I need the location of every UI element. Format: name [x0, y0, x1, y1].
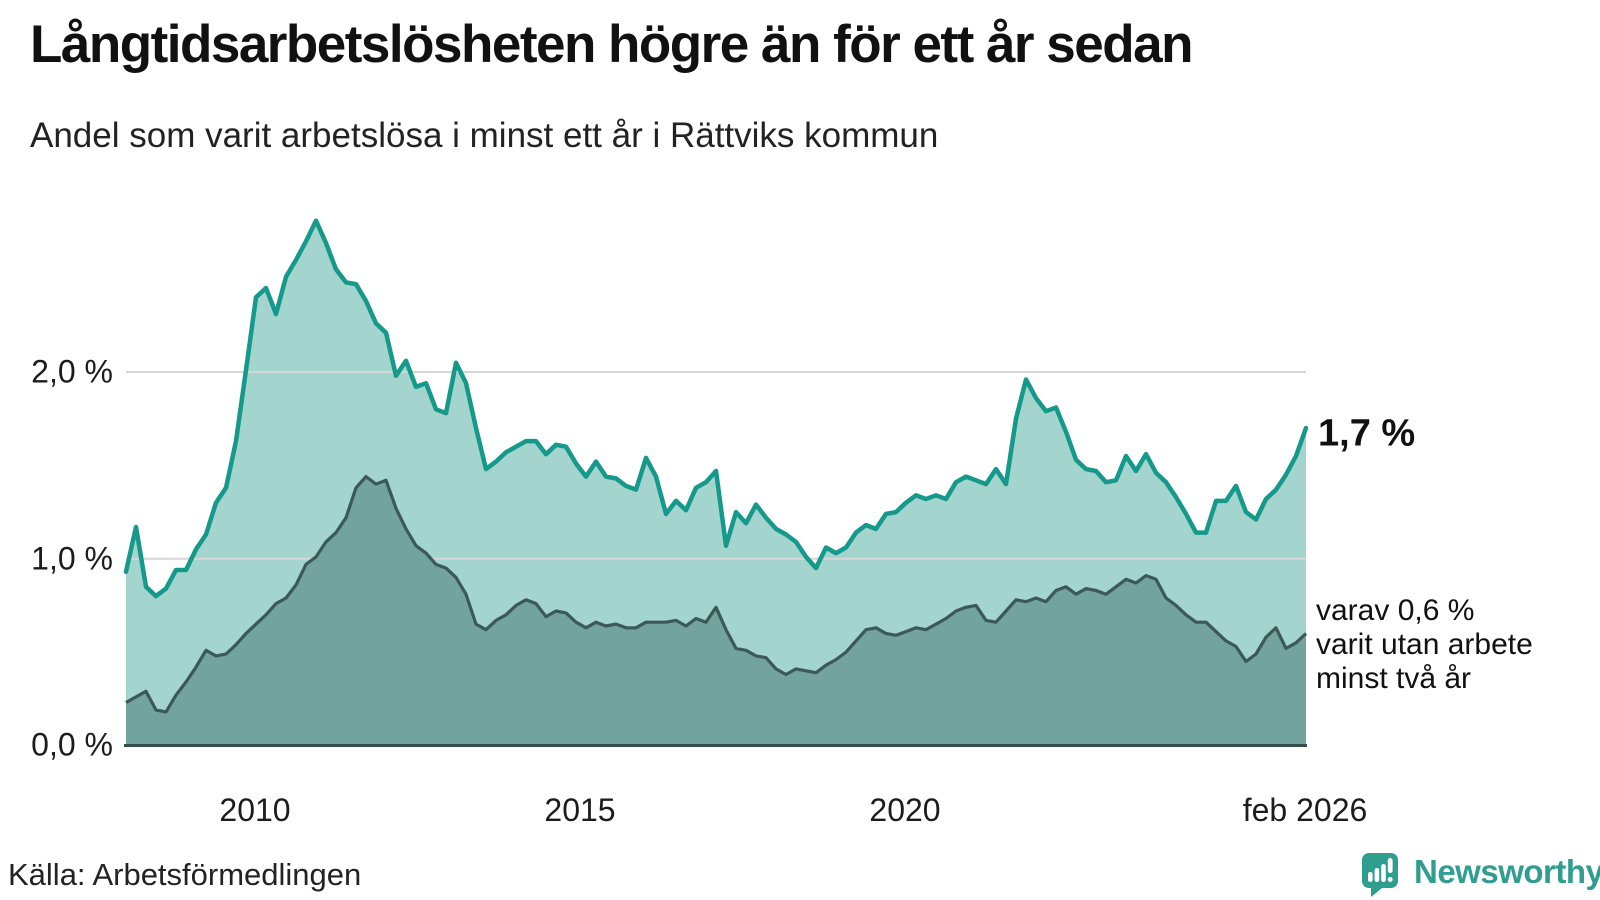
page-subtitle: Andel som varit arbetslösa i minst ett å…: [30, 116, 939, 155]
x-tick-label-2010: 2010: [219, 792, 291, 828]
two-year-annotation-line1: varav 0,6 %: [1316, 594, 1475, 627]
two-year-annotation: varav 0,6 % varit utan arbete minst två …: [1316, 594, 1533, 696]
newsworthy-wordmark: Newsworthy: [1414, 853, 1600, 890]
x-tick-label-2020: 2020: [869, 792, 941, 828]
y-tick-label-2: 2,0 %: [31, 353, 113, 390]
lower-series-line: [125, 475, 1308, 714]
x-tick-label-feb2026: feb 2026: [1242, 792, 1368, 828]
upper-series-line: [123, 218, 1309, 599]
x-tick-label-2015: 2015: [544, 792, 616, 828]
y-tick-label-1: 1,0 %: [31, 540, 113, 577]
two-year-annotation-line3: minst två år: [1316, 662, 1472, 695]
newsworthy-speech-bubble-icon: [1362, 853, 1398, 897]
latest-value-label: 1,7 %: [1318, 412, 1416, 455]
source-note: Källa: Arbetsförmedlingen: [8, 857, 362, 892]
y-tick-label-0: 0,0 %: [31, 726, 113, 763]
newsworthy-logo: Newsworthy: [1362, 853, 1600, 897]
page-title: Långtidsarbetslösheten högre än för ett …: [30, 15, 1193, 74]
two-year-annotation-line2: varit utan arbete: [1316, 628, 1533, 661]
